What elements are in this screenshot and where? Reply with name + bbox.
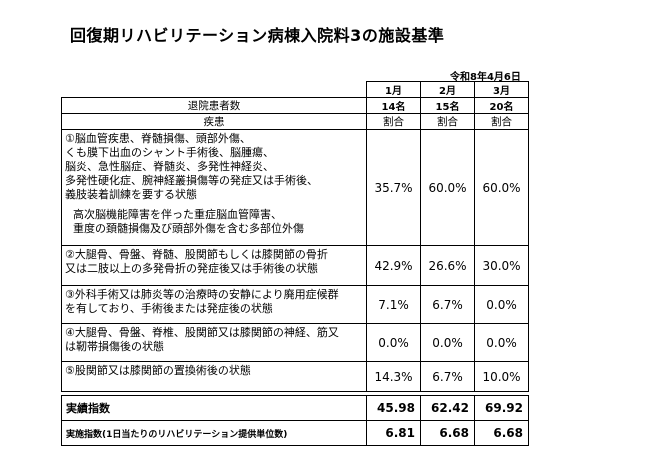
index-value: 45.98 bbox=[366, 395, 421, 421]
ratio-value: 10.0% bbox=[474, 361, 529, 392]
patient-count-label: 退院患者数 bbox=[61, 97, 367, 114]
implementation-index-label: 実施指数(1日当たりのリハビリテーション提供単位数) bbox=[61, 420, 367, 446]
month-header: 3月 bbox=[474, 81, 529, 98]
ratio-value: 60.0% bbox=[420, 129, 475, 246]
disease-category-5: ⑤股関節又は膝関節の置換術後の状態 bbox=[61, 361, 367, 392]
disease-category-2: ②大腿骨、骨盤、脊髄、股関節もしくは膝関節の骨折 又は二肢以上の多発骨折の発症後… bbox=[61, 245, 367, 286]
category-text: ①脳血管疾患、脊髄損傷、頭部外傷、 くも膜下出血のシャント手術後、脳腫瘍、 脳炎… bbox=[65, 132, 318, 201]
ratio-label: 割合 bbox=[420, 113, 475, 130]
ratio-value: 30.0% bbox=[474, 245, 529, 286]
index-value: 69.92 bbox=[474, 395, 529, 421]
index-summary-table: 実績指数 45.98 62.42 69.92 実施指数(1日当たりのリハビリテー… bbox=[61, 395, 529, 446]
ratio-value: 0.0% bbox=[474, 285, 529, 324]
disease-category-4: ④大腿骨、骨盤、脊椎、股関節又は膝関節の神経、筋又 は靭帯損傷後の状態 bbox=[61, 323, 367, 362]
ratio-value: 6.7% bbox=[420, 285, 475, 324]
ratio-label: 割合 bbox=[366, 113, 421, 130]
disease-label: 疾患 bbox=[61, 113, 367, 130]
category-subtext: 高次脳機能障害を伴った重症脳血管障害、 重度の頚髄損傷及び頭部外傷を含む多部位外… bbox=[73, 208, 304, 235]
ratio-value: 35.7% bbox=[366, 129, 421, 246]
ratio-value: 6.7% bbox=[420, 361, 475, 392]
ratio-value: 60.0% bbox=[474, 129, 529, 246]
ratio-value: 26.6% bbox=[420, 245, 475, 286]
index-value: 6.68 bbox=[474, 420, 529, 446]
performance-index-label: 実績指数 bbox=[61, 395, 367, 421]
ratio-value: 0.0% bbox=[474, 323, 529, 362]
page-title: 回復期リハビリテーション病棟入院料3の施設基準 bbox=[70, 26, 445, 45]
date-label: 令和8年4月6日 bbox=[450, 72, 521, 83]
patient-count: 20名 bbox=[474, 97, 529, 114]
index-value: 6.81 bbox=[366, 420, 421, 446]
month-header: 1月 bbox=[366, 81, 421, 98]
patient-count: 14名 bbox=[366, 97, 421, 114]
month-header: 2月 bbox=[420, 81, 475, 98]
ratio-value: 0.0% bbox=[366, 323, 421, 362]
index-value: 6.68 bbox=[420, 420, 475, 446]
ratio-value: 0.0% bbox=[420, 323, 475, 362]
ratio-value: 42.9% bbox=[366, 245, 421, 286]
disease-category-3: ③外科手術又は肺炎等の治療時の安静により廃用症候群 を有しており、手術後または発… bbox=[61, 285, 367, 324]
ratio-label: 割合 bbox=[474, 113, 529, 130]
ratio-value: 14.3% bbox=[366, 361, 421, 392]
index-value: 62.42 bbox=[420, 395, 475, 421]
patient-count: 15名 bbox=[420, 97, 475, 114]
disease-category-1: ①脳血管疾患、脊髄損傷、頭部外傷、 くも膜下出血のシャント手術後、脳腫瘍、 脳炎… bbox=[61, 129, 367, 246]
ratio-value: 7.1% bbox=[366, 285, 421, 324]
facility-criteria-table: 1月 2月 3月 退院患者数 14名 15名 20名 疾患 割合 割合 割合 ①… bbox=[61, 81, 529, 392]
